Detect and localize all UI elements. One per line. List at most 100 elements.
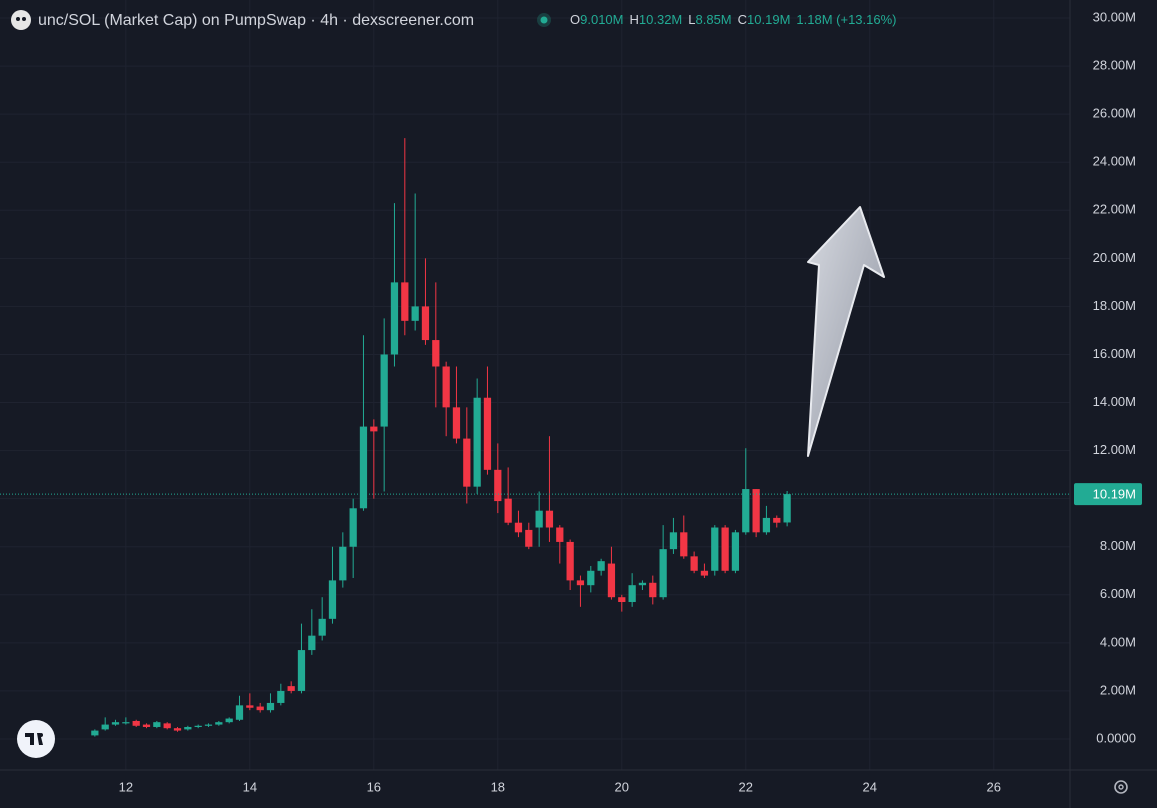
grid	[0, 0, 1070, 770]
legend-key: H	[630, 12, 639, 27]
ohlc-legend: O9.010M H10.32M L8.85M C10.19M 1.18M (+13.16…	[570, 12, 897, 27]
y-tick-label: 12.00M	[1093, 442, 1136, 457]
candle-body	[339, 546, 347, 581]
candle-body	[669, 532, 678, 550]
candle-body	[731, 532, 740, 571]
settings-icon-center	[1118, 784, 1124, 790]
legend-key: C	[738, 12, 747, 27]
candle-body	[659, 549, 667, 598]
candle-body	[618, 597, 626, 603]
last-price-label: 10.19M	[1093, 487, 1136, 502]
legend-value: 10.19M	[747, 12, 790, 27]
tv-logo[interactable]	[17, 720, 55, 758]
candle-body	[432, 340, 440, 367]
legend-value: 9.010M	[580, 12, 623, 27]
candle-body	[163, 723, 171, 729]
candle-body	[690, 556, 698, 571]
candle-body	[359, 426, 368, 509]
y-tick-label: 14.00M	[1093, 394, 1136, 409]
y-tick-label: 24.00M	[1093, 154, 1136, 169]
y-tick-label: 22.00M	[1093, 202, 1136, 217]
legend-value: 10.32M	[639, 12, 682, 27]
candle-body	[153, 722, 161, 727]
candle-body	[184, 726, 192, 730]
candle-body	[783, 494, 791, 523]
candle-body	[773, 517, 781, 523]
status-dot	[540, 16, 548, 24]
candle-body	[411, 306, 419, 321]
candle-body	[370, 426, 378, 432]
candle-body	[638, 582, 647, 586]
y-tick-label: 8.00M	[1100, 538, 1136, 553]
axes: 0.00002.00M4.00M6.00M8.00M10.00M12.00M14…	[119, 9, 1142, 794]
y-tick-label: 18.00M	[1093, 298, 1136, 313]
candle-body	[297, 650, 306, 691]
x-tick-label: 12	[119, 779, 133, 794]
candle-body	[256, 706, 264, 711]
candle-body	[700, 570, 709, 576]
candle-body	[680, 532, 688, 557]
candle-body	[576, 580, 585, 586]
candle-body	[452, 407, 461, 439]
candle-body	[401, 282, 409, 321]
y-tick-label: 20.00M	[1093, 250, 1136, 265]
candle-body	[235, 705, 244, 720]
y-tick-label: 2.00M	[1100, 682, 1136, 697]
arrow	[807, 206, 885, 457]
candle-body	[380, 354, 388, 427]
candle-body	[463, 438, 471, 487]
candle-body	[246, 705, 254, 708]
candle-body	[111, 722, 120, 725]
token-icon	[11, 10, 31, 30]
y-tick-label: 26.00M	[1093, 106, 1136, 121]
candle-body	[328, 580, 337, 619]
y-tick-label: 0.0000	[1096, 730, 1136, 745]
x-tick-label: 24	[863, 779, 877, 794]
candle-body	[607, 563, 616, 598]
candle-body	[225, 718, 233, 723]
candle-body	[349, 508, 357, 547]
candle-body	[649, 582, 657, 598]
chart-title-text: unc/SOL (Market Cap) on PumpSwap · 4h · …	[38, 12, 474, 29]
candle-body	[597, 561, 605, 571]
candle-body	[308, 635, 316, 651]
candle-body	[721, 527, 729, 571]
y-tick-label: 16.00M	[1093, 346, 1136, 361]
chart-title: unc/SOL (Market Cap) on PumpSwap · 4h · …	[38, 12, 474, 29]
x-tick-label: 18	[491, 779, 505, 794]
candle-body	[132, 720, 140, 726]
x-tick-label: 14	[243, 779, 257, 794]
candle-body	[742, 489, 750, 533]
candle-body	[752, 489, 760, 533]
candle-body	[587, 570, 595, 586]
candle-body	[442, 366, 450, 408]
x-tick-label: 22	[739, 779, 753, 794]
tv-logo-mark	[25, 733, 43, 745]
candle-body	[215, 722, 223, 725]
legend-key: O	[570, 12, 580, 27]
candle-body	[390, 282, 399, 355]
candle-body	[566, 541, 574, 581]
y-tick-label: 4.00M	[1100, 634, 1136, 649]
legend-change: 1.18M (+13.16%)	[796, 12, 896, 27]
y-tick-label: 30.00M	[1093, 9, 1136, 24]
candle-body	[101, 724, 109, 730]
settings-icon[interactable]	[1114, 780, 1128, 794]
candle-body	[494, 469, 502, 502]
candle-body	[91, 730, 99, 736]
candles	[0, 138, 1070, 737]
legend-key: L	[688, 12, 695, 27]
legend-value: 8.85M	[696, 12, 732, 27]
candle-body	[628, 585, 636, 603]
candle-body	[514, 522, 523, 533]
y-tick-label: 6.00M	[1100, 586, 1136, 601]
candle-body	[711, 527, 719, 571]
candle-body	[483, 397, 492, 470]
candle-body	[194, 725, 202, 727]
x-tick-label: 16	[367, 779, 381, 794]
candle-body	[277, 690, 285, 703]
token-icon-eye	[16, 17, 20, 21]
candle-body	[142, 724, 151, 727]
